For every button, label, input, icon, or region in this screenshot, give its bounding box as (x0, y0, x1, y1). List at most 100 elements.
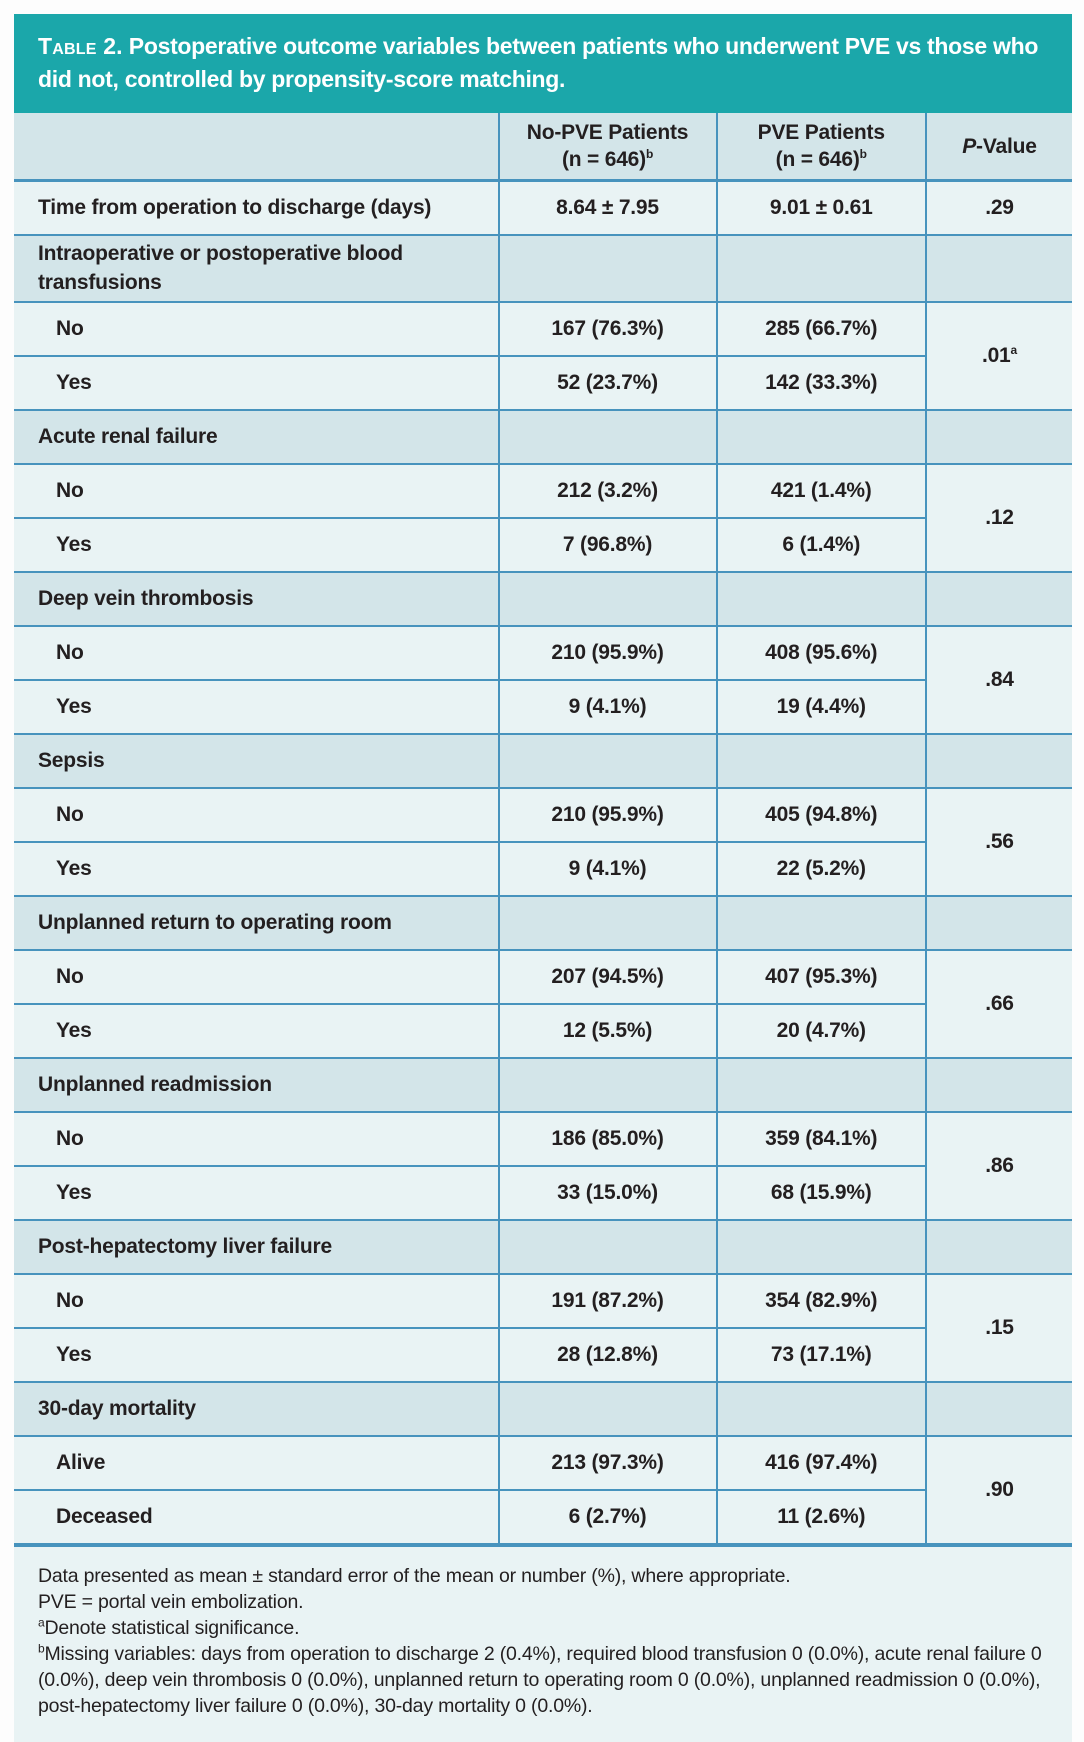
table-caption: Postoperative outcome variables between … (38, 33, 1039, 92)
pve-value: 359 (84.1%) (715, 1111, 926, 1167)
category-label: Unplanned readmission (14, 1057, 499, 1113)
empty-cell (497, 409, 717, 465)
no-pve-value: 9 (4.1%) (497, 679, 717, 735)
footnote-b-missing-variables: bMissing variables: days from operation … (38, 1641, 1042, 1717)
row-label: Yes (14, 517, 499, 573)
table-row: Yes 28 (12.8%) 73 (17.1%) (14, 1327, 1072, 1383)
p-value: .86 (924, 1111, 1072, 1221)
pve-value: 9.01 ± 0.61 (715, 179, 926, 237)
pve-value: 421 (1.4%) (715, 463, 926, 519)
empty-cell (497, 895, 717, 951)
empty-cell (924, 1381, 1072, 1437)
table-row-time-to-discharge: Time from operation to discharge (days) … (14, 179, 1072, 237)
empty-cell (497, 733, 717, 789)
no-pve-value: 191 (87.2%) (497, 1273, 717, 1329)
row-label: Yes (14, 355, 499, 411)
pve-value: 20 (4.7%) (715, 1003, 926, 1059)
table-row: No 207 (94.5%) 407 (95.3%) .66 (14, 949, 1072, 1059)
row-label: Yes (14, 679, 499, 735)
p-value: .84 (924, 625, 1072, 735)
header-no-pve-line1: No-PVE Patients (526, 121, 689, 145)
footnote-marker-b: b (645, 147, 654, 162)
row-label: Yes (14, 841, 499, 897)
row-label: No (14, 949, 499, 1005)
empty-cell (924, 571, 1072, 627)
header-row: No-PVE Patients (n = 646)b PVE Patients … (14, 113, 1072, 183)
header-no-pve-line2: (n = 646) (561, 148, 646, 172)
empty-cell (715, 234, 926, 303)
no-pve-value: 28 (12.8%) (497, 1327, 717, 1383)
p-value-text: .56 (985, 830, 1014, 853)
pve-value: 142 (33.3%) (715, 355, 926, 411)
p-value-text: .29 (985, 196, 1014, 220)
no-pve-value: 6 (2.7%) (497, 1489, 717, 1546)
header-pve-line2: (n = 646) (775, 148, 860, 172)
row-label: Deceased (14, 1489, 499, 1546)
category-row-unplanned-return: Unplanned return to operating room (14, 895, 1072, 951)
category-row-30-day-mortality: 30-day mortality (14, 1381, 1072, 1437)
table-row: Yes 52 (23.7%) 142 (33.3%) (14, 355, 1072, 411)
pve-value: 73 (17.1%) (715, 1327, 926, 1383)
table-row: Yes 9 (4.1%) 19 (4.4%) (14, 679, 1072, 735)
table-row: Alive 213 (97.3%) 416 (97.4%) .90 (14, 1435, 1072, 1546)
table-row: Yes 33 (15.0%) 68 (15.9%) (14, 1165, 1072, 1221)
row-label: No (14, 787, 499, 843)
empty-cell (715, 409, 926, 465)
category-row-blood-transfusions: Intraoperative or postoperative blood tr… (14, 234, 1072, 303)
p-value-text: .15 (985, 1316, 1014, 1339)
empty-cell (497, 571, 717, 627)
empty-cell (715, 1057, 926, 1113)
table-row: Deceased 6 (2.7%) 11 (2.6%) (14, 1489, 1072, 1546)
pve-value: 407 (95.3%) (715, 949, 926, 1005)
pve-value: 354 (82.9%) (715, 1273, 926, 1329)
no-pve-value: 207 (94.5%) (497, 949, 717, 1005)
empty-cell (497, 234, 717, 303)
no-pve-value: 212 (3.2%) (497, 463, 717, 519)
p-value: .56 (924, 787, 1072, 897)
table-row: Yes 12 (5.5%) 20 (4.7%) (14, 1003, 1072, 1059)
category-row-unplanned-readmission: Unplanned readmission (14, 1057, 1072, 1113)
p-value: .29 (924, 179, 1072, 237)
category-label: Acute renal failure (14, 409, 499, 465)
footnote-data-presented: Data presented as mean ± standard error … (38, 1565, 791, 1587)
category-row-deep-vein-thrombosis: Deep vein thrombosis (14, 571, 1072, 627)
no-pve-value: 7 (96.8%) (497, 517, 717, 573)
table-title: Table 2. Postoperative outcome variables … (14, 14, 1072, 114)
row-label: No (14, 1111, 499, 1167)
no-pve-value: 213 (97.3%) (497, 1435, 717, 1491)
category-label: Sepsis (14, 733, 499, 789)
pve-value: 19 (4.4%) (715, 679, 926, 735)
empty-cell (924, 234, 1072, 303)
empty-cell (715, 1381, 926, 1437)
category-label: Intraoperative or postoperative blood tr… (14, 234, 499, 303)
table-row: Yes 9 (4.1%) 22 (5.2%) (14, 841, 1072, 897)
row-label: No (14, 1273, 499, 1329)
pve-value: 11 (2.6%) (715, 1489, 926, 1546)
row-label: No (14, 301, 499, 357)
row-label: Yes (14, 1003, 499, 1059)
category-row-sepsis: Sepsis (14, 733, 1072, 789)
p-value-text: .86 (985, 1154, 1014, 1177)
no-pve-value: 8.64 ± 7.95 (497, 179, 717, 237)
p-value: .01a (924, 301, 1072, 411)
p-value: .15 (924, 1273, 1072, 1383)
pve-value: 405 (94.8%) (715, 787, 926, 843)
no-pve-value: 12 (5.5%) (497, 1003, 717, 1059)
pve-value: 6 (1.4%) (715, 517, 926, 573)
p-value-text: .84 (985, 668, 1014, 691)
pve-value: 68 (15.9%) (715, 1165, 926, 1221)
header-empty-cell (14, 113, 499, 183)
table-row: No 210 (95.9%) 408 (95.6%) .84 (14, 625, 1072, 735)
empty-cell (497, 1381, 717, 1437)
table-row: No 167 (76.3%) 285 (66.7%) .01a (14, 301, 1072, 411)
footnote-marker-b: b (859, 147, 867, 162)
empty-cell (924, 895, 1072, 951)
row-label: Yes (14, 1165, 499, 1221)
header-pve-line1: PVE Patients (757, 121, 885, 145)
empty-cell (715, 895, 926, 951)
category-label: Unplanned return to operating room (14, 895, 499, 951)
no-pve-value: 52 (23.7%) (497, 355, 717, 411)
row-label: Alive (14, 1435, 499, 1491)
category-label: Deep vein thrombosis (14, 571, 499, 627)
empty-cell (715, 571, 926, 627)
